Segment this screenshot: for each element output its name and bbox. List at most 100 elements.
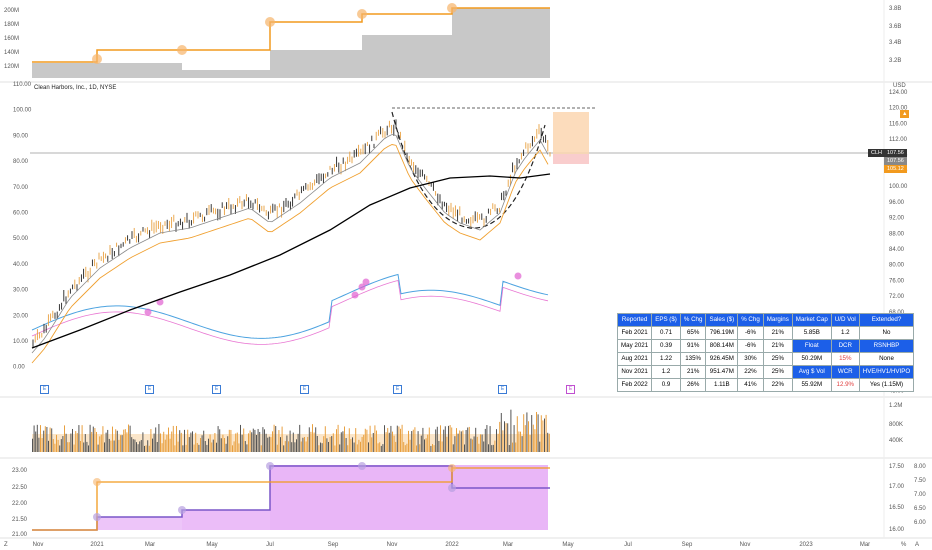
volume-bar bbox=[363, 434, 365, 452]
cup-pattern-line[interactable] bbox=[391, 111, 546, 229]
percent-icon[interactable]: % bbox=[901, 542, 907, 548]
earnings-marker[interactable]: E bbox=[393, 385, 402, 394]
axis-tick-label: 124.00 bbox=[889, 90, 908, 96]
volume-bar bbox=[152, 438, 153, 452]
volume-bar bbox=[187, 429, 189, 452]
volume-bar bbox=[70, 433, 72, 452]
volume-bar bbox=[329, 436, 331, 452]
axis-tick-label: 1.2M bbox=[889, 403, 902, 409]
volume-bar bbox=[100, 434, 102, 452]
alert-tag[interactable]: ▲ bbox=[900, 110, 910, 118]
volume-bar bbox=[64, 425, 65, 452]
fundamentals-cell: Float bbox=[791, 339, 832, 353]
volume-bar bbox=[179, 430, 181, 452]
upcoming-earnings-marker[interactable]: E bbox=[566, 385, 575, 394]
volume-bar bbox=[382, 444, 384, 452]
volume-bar bbox=[92, 426, 94, 452]
axis-tick-label: 20.00 bbox=[13, 313, 29, 319]
volume-axis: 1.2M 800K 400K bbox=[889, 403, 903, 444]
volume-bar bbox=[512, 442, 513, 452]
volume-bar bbox=[401, 424, 403, 452]
volume-bar bbox=[275, 426, 277, 452]
volume-bar bbox=[438, 440, 440, 452]
time-axis-label: 2023 bbox=[799, 542, 813, 548]
volume-bar bbox=[54, 443, 56, 452]
axis-tick-label: 96.00 bbox=[889, 200, 905, 206]
volume-bar bbox=[355, 428, 357, 452]
axis-tick-label: 6.00 bbox=[914, 520, 926, 526]
stop-zone[interactable] bbox=[553, 154, 589, 164]
volume-bar bbox=[166, 434, 168, 452]
fundamentals-cell: 951.47M bbox=[705, 365, 739, 379]
volume-bar bbox=[184, 429, 185, 452]
eps-point bbox=[447, 3, 457, 13]
volume-bar bbox=[483, 441, 485, 452]
time-axis-label: Sep bbox=[682, 542, 693, 548]
volume-bar bbox=[76, 433, 78, 452]
volume-bar bbox=[145, 445, 147, 452]
earnings-marker[interactable]: E bbox=[212, 385, 221, 394]
volume-bar bbox=[72, 428, 73, 452]
price-bars bbox=[32, 119, 551, 348]
fundamentals-header-cell: Extended? bbox=[858, 313, 915, 327]
volume-bar bbox=[256, 435, 257, 452]
ma-price-tag: 107.56 bbox=[884, 157, 907, 165]
volume-bar bbox=[456, 428, 457, 452]
volume-bar bbox=[436, 426, 438, 452]
fundamentals-cell: None bbox=[858, 352, 915, 366]
volume-bar bbox=[521, 436, 523, 452]
volume-bar bbox=[440, 425, 441, 452]
target-zone[interactable] bbox=[553, 112, 589, 154]
earnings-marker[interactable]: E bbox=[40, 385, 49, 394]
fundamentals-cell: 0.71 bbox=[651, 326, 681, 340]
volume-bar bbox=[139, 441, 141, 452]
volume-bar bbox=[328, 441, 329, 452]
volume-bar bbox=[480, 434, 481, 452]
volume-bar bbox=[190, 432, 192, 452]
volume-bar bbox=[308, 427, 310, 452]
volume-bar bbox=[499, 421, 501, 452]
earnings-marker[interactable]: E bbox=[145, 385, 154, 394]
earnings-marker[interactable]: E bbox=[498, 385, 507, 394]
volume-bar bbox=[299, 424, 301, 452]
volume-bar bbox=[395, 441, 397, 452]
volume-bar bbox=[491, 445, 493, 452]
volume-bar bbox=[44, 426, 46, 452]
volume-bar bbox=[384, 425, 385, 452]
volume-bar bbox=[206, 444, 208, 452]
earnings-marker[interactable]: E bbox=[300, 385, 309, 394]
timezone-icon[interactable]: Z bbox=[4, 542, 8, 548]
axis-tick-label: 6.50 bbox=[914, 506, 926, 512]
volume-bar bbox=[542, 420, 544, 452]
axis-tick-label: 50.00 bbox=[13, 236, 29, 242]
volume-bar bbox=[313, 432, 315, 452]
volume-bar bbox=[86, 441, 88, 452]
fundamentals-cell: 25% bbox=[762, 352, 793, 366]
volume-bar bbox=[292, 432, 294, 452]
volume-bar bbox=[89, 424, 91, 452]
volume-bar bbox=[270, 437, 272, 452]
ma-21-line bbox=[31, 134, 549, 354]
volume-bar bbox=[33, 425, 35, 452]
axis-tick-label: 70.00 bbox=[13, 185, 29, 191]
volume-bar bbox=[163, 431, 165, 452]
axis-tick-label: 200M bbox=[4, 8, 19, 14]
volume-bar bbox=[324, 426, 326, 452]
volume-bar bbox=[376, 430, 377, 452]
volume-bar bbox=[315, 427, 317, 452]
fundamentals-cell: 1.2 bbox=[830, 326, 860, 340]
volume-bar bbox=[465, 429, 467, 452]
volume-bar bbox=[353, 442, 355, 452]
eps-point bbox=[92, 54, 102, 64]
fundamentals-header-cell: Sales ($) bbox=[705, 313, 739, 327]
volume-bar bbox=[65, 433, 67, 452]
auto-scale-icon[interactable]: A bbox=[915, 542, 919, 548]
volume-bar bbox=[108, 438, 110, 452]
volume-bar bbox=[220, 438, 222, 452]
volume-bar bbox=[545, 414, 547, 452]
volume-bar bbox=[121, 435, 123, 452]
volume-bar bbox=[412, 429, 414, 452]
fundamentals-cell: HVE/HV1/HVIPO bbox=[858, 365, 915, 379]
volume-bar bbox=[120, 435, 121, 452]
